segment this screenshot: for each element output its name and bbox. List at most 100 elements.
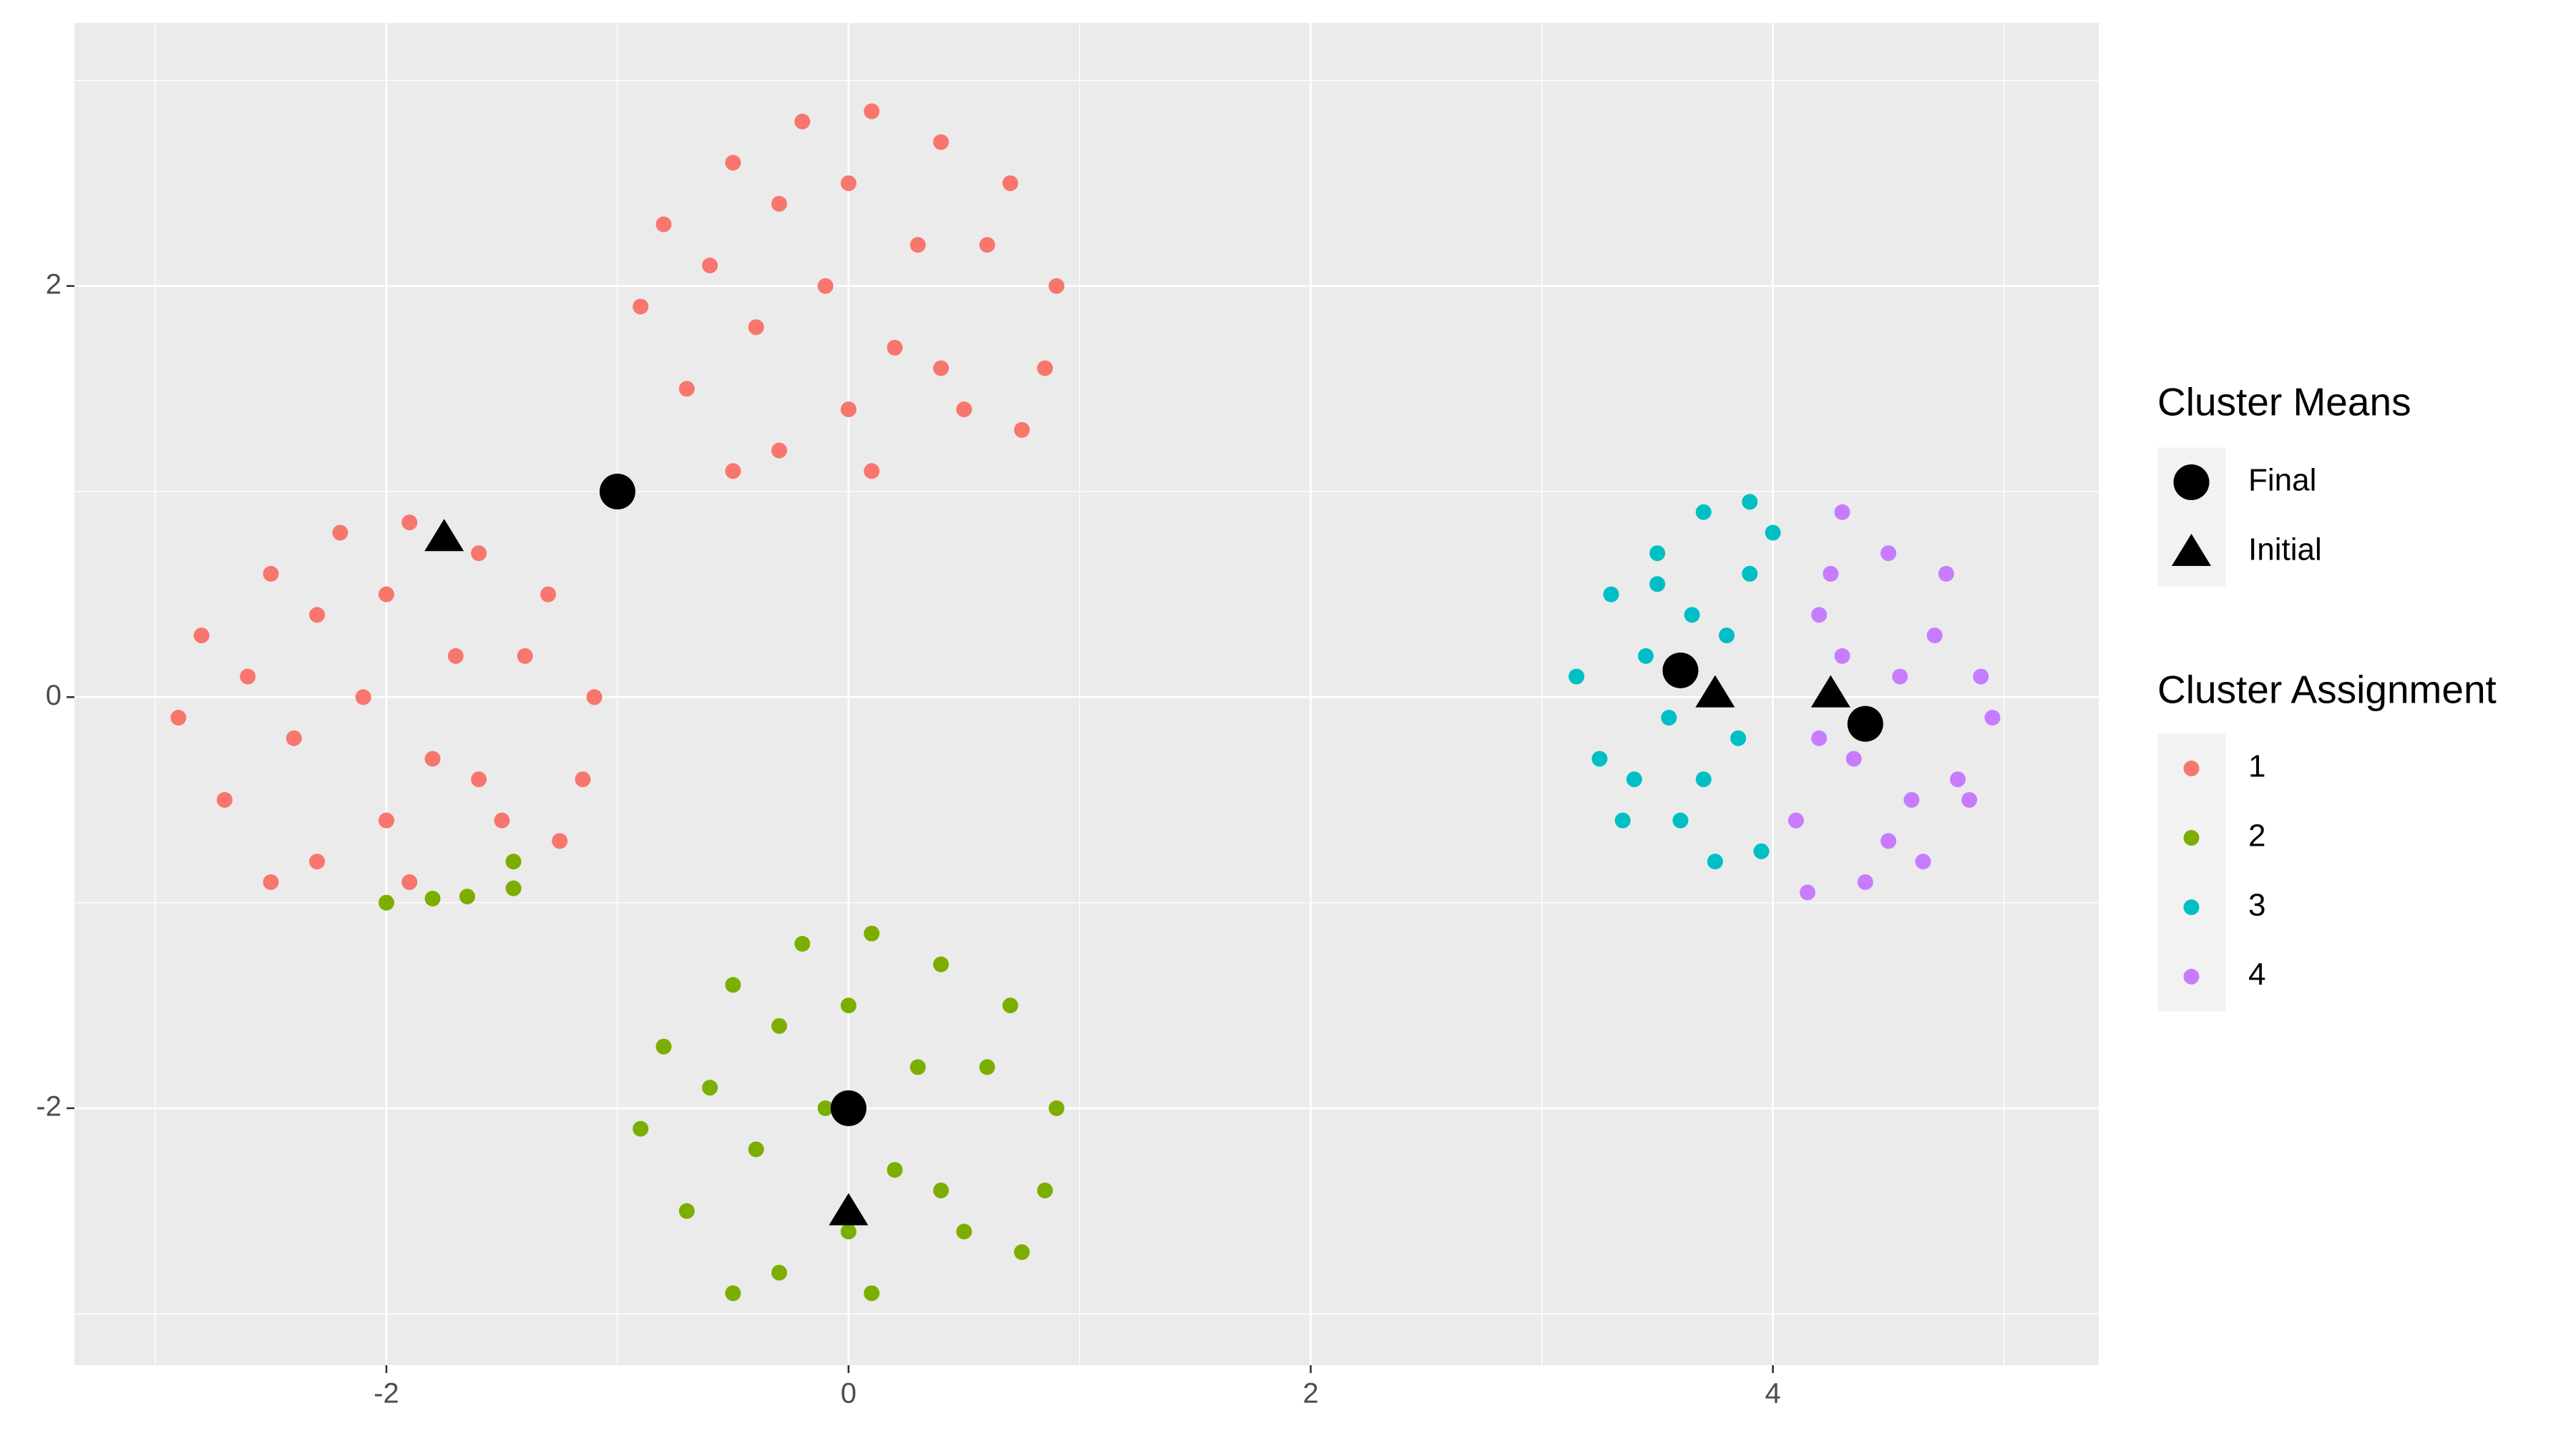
point xyxy=(505,854,522,870)
point xyxy=(771,442,787,459)
point xyxy=(1880,833,1897,849)
point xyxy=(1926,627,1943,644)
point xyxy=(1984,710,2001,726)
point xyxy=(378,586,394,602)
point xyxy=(840,997,857,1014)
point xyxy=(424,751,441,767)
point xyxy=(240,668,256,685)
panel xyxy=(74,23,2099,1365)
cluster-mean xyxy=(830,1090,867,1126)
legend-symbol xyxy=(2183,830,2200,846)
point xyxy=(1568,668,1585,685)
point xyxy=(748,319,764,336)
point xyxy=(170,710,187,726)
point xyxy=(1903,791,1920,808)
point xyxy=(309,854,326,870)
point xyxy=(725,463,741,479)
point xyxy=(725,1285,741,1301)
point xyxy=(794,113,811,130)
point xyxy=(725,155,741,171)
point xyxy=(378,812,394,829)
point xyxy=(909,1059,926,1075)
point xyxy=(1037,360,1053,376)
legend-symbol xyxy=(2183,969,2200,985)
point xyxy=(193,627,210,644)
point xyxy=(840,175,857,192)
point xyxy=(1730,730,1747,746)
point xyxy=(725,977,741,993)
point xyxy=(956,401,972,418)
legend-label: 2 xyxy=(2248,819,2265,854)
point xyxy=(1649,576,1666,592)
point xyxy=(840,1224,857,1240)
point xyxy=(447,648,464,664)
legend-title: Cluster Means xyxy=(2157,380,2411,424)
point xyxy=(933,956,950,972)
point xyxy=(1638,648,1654,664)
cluster-mean xyxy=(599,474,635,510)
point xyxy=(1707,854,1723,870)
point xyxy=(1742,494,1758,510)
point xyxy=(956,1224,972,1240)
point xyxy=(378,894,394,911)
point xyxy=(1845,751,1862,767)
point xyxy=(702,258,718,274)
point xyxy=(424,890,441,907)
point xyxy=(633,298,649,315)
point xyxy=(771,1017,787,1034)
point xyxy=(1857,874,1873,890)
point xyxy=(332,524,348,541)
point xyxy=(517,648,533,664)
point xyxy=(1672,812,1689,829)
point xyxy=(794,936,811,952)
point xyxy=(401,874,418,890)
point xyxy=(1695,504,1712,520)
x-tick-label: 4 xyxy=(1765,1378,1781,1410)
legend-label: 1 xyxy=(2248,749,2265,784)
point xyxy=(1765,524,1781,541)
point xyxy=(1892,668,1908,685)
point xyxy=(263,565,279,582)
point xyxy=(586,689,602,705)
point xyxy=(1695,771,1712,788)
point xyxy=(864,1285,880,1301)
point xyxy=(1811,730,1828,746)
point xyxy=(540,586,557,602)
point xyxy=(655,216,672,233)
point xyxy=(702,1080,718,1096)
point xyxy=(1880,545,1897,562)
point xyxy=(1002,997,1018,1014)
point xyxy=(864,103,880,119)
legend-label: 3 xyxy=(2248,888,2265,923)
point xyxy=(678,1203,695,1219)
point xyxy=(1961,791,1978,808)
legend-label: Final xyxy=(2248,463,2316,498)
point xyxy=(840,401,857,418)
cluster-mean xyxy=(424,519,464,552)
point xyxy=(1626,771,1642,788)
point xyxy=(1002,175,1018,192)
point xyxy=(1811,607,1828,623)
point xyxy=(1684,607,1700,623)
point xyxy=(655,1038,672,1055)
point xyxy=(1014,421,1030,438)
point xyxy=(1915,854,1931,870)
point xyxy=(1800,884,1816,901)
point xyxy=(1591,751,1608,767)
point xyxy=(979,1059,995,1075)
point xyxy=(979,237,995,253)
point xyxy=(817,278,834,294)
legend-label: Initial xyxy=(2248,532,2322,567)
cluster-mean xyxy=(1847,705,1883,742)
point xyxy=(1950,771,1966,788)
point xyxy=(909,237,926,253)
legend-symbol xyxy=(2173,464,2210,500)
point xyxy=(1649,545,1666,562)
point xyxy=(1048,1100,1065,1116)
point xyxy=(1973,668,1989,685)
point xyxy=(933,360,950,376)
point xyxy=(887,1162,903,1178)
y-tick-label: 0 xyxy=(46,680,62,711)
